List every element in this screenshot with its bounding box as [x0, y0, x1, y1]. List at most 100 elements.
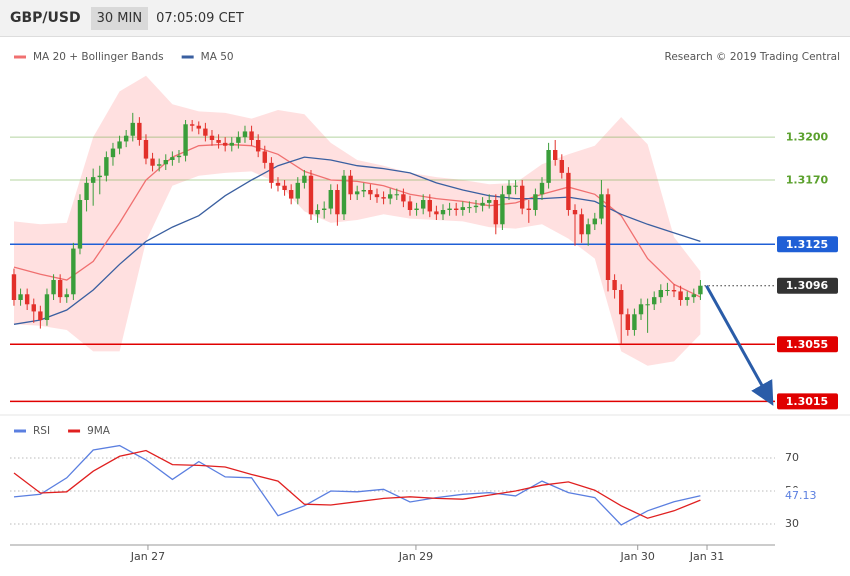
candle-body — [506, 185, 512, 195]
ma-line — [13, 156, 701, 325]
candle-body — [57, 280, 63, 298]
candle-body — [440, 210, 446, 215]
candle-body — [150, 158, 155, 166]
level-box — [777, 393, 838, 410]
candle-body — [401, 194, 406, 202]
candle-body — [183, 124, 188, 156]
candle-body — [209, 135, 215, 140]
candle-body — [229, 142, 234, 146]
candle-body — [486, 200, 492, 203]
candle-body — [236, 137, 241, 143]
candle-body — [414, 208, 419, 210]
candle-body — [500, 194, 505, 225]
candle-body — [308, 175, 314, 215]
candle-body — [447, 208, 452, 210]
x-tick-label: Jan 30 — [619, 550, 654, 563]
candle-body — [282, 185, 287, 190]
candle-body — [671, 290, 677, 292]
candle-body — [222, 142, 228, 146]
candle-body — [427, 200, 432, 212]
x-tick-label: Jan 31 — [689, 550, 724, 563]
candle-body — [533, 194, 538, 210]
candle-body — [24, 294, 30, 305]
candle-body — [467, 207, 472, 209]
legend-label: 9MA — [87, 425, 111, 437]
candle-body — [678, 291, 683, 300]
indicator-line — [13, 444, 701, 526]
timeframe[interactable]: 30 MIN — [90, 6, 149, 30]
bollinger-band — [14, 75, 701, 366]
candle-body — [295, 182, 300, 199]
candle-body — [130, 122, 135, 136]
candle-body — [579, 214, 584, 235]
candle-body — [18, 294, 23, 300]
candle-body — [38, 311, 43, 320]
candle-body — [90, 177, 96, 183]
indicator-line — [13, 449, 701, 519]
y-tick-label: 70 — [785, 451, 799, 464]
candle-body — [394, 194, 399, 196]
candle-body — [619, 290, 624, 315]
candle-body — [203, 128, 208, 136]
candle-body — [249, 131, 254, 140]
x-tick-label: Jan 29 — [398, 550, 433, 563]
candle-body — [341, 175, 347, 215]
candle-body — [64, 294, 69, 298]
candle-body — [665, 290, 670, 291]
candle-body — [84, 182, 89, 200]
legend-label: MA 20 + Bollinger Bands — [33, 51, 164, 63]
candle-body — [546, 150, 551, 183]
candle-body — [691, 294, 697, 298]
level-box — [777, 277, 838, 294]
level-box — [777, 172, 838, 188]
y-tick-label: 30 — [785, 517, 799, 530]
candle-body — [163, 160, 168, 165]
candle-body — [189, 124, 195, 126]
candle-body — [51, 280, 56, 295]
candle-body — [566, 172, 571, 210]
candle-body — [553, 150, 558, 160]
candle-body — [381, 197, 386, 199]
legend-label: RSI — [33, 425, 50, 437]
candle-body — [315, 210, 320, 215]
level-box — [777, 236, 838, 253]
candle-body — [434, 211, 439, 215]
candle-body — [460, 207, 465, 210]
credit: Research © 2019 Trading Central — [665, 51, 841, 63]
candle-body — [354, 191, 360, 195]
candle-body — [539, 182, 545, 195]
candle-body — [645, 304, 650, 306]
candle-body — [170, 157, 175, 160]
candle-body — [176, 155, 182, 158]
level-box — [777, 336, 838, 353]
candle-body — [453, 208, 459, 210]
level-label: 1.3015 — [786, 395, 828, 408]
candle-body — [44, 294, 50, 320]
candle-body — [374, 194, 380, 198]
candle-body — [361, 190, 366, 192]
candle-body — [143, 140, 149, 159]
candle-body — [137, 122, 142, 140]
candle-body — [698, 285, 703, 295]
candle-body — [473, 205, 479, 208]
candle-body — [275, 182, 281, 186]
candle-body — [572, 210, 578, 215]
candle-body — [520, 185, 525, 209]
candle-body — [255, 140, 261, 152]
candle-body — [638, 304, 644, 315]
candle-body — [216, 140, 221, 143]
candle-body — [242, 131, 248, 138]
x-tick-label: Jan 27 — [130, 550, 165, 563]
candle-body — [321, 208, 327, 210]
candle-body — [117, 141, 122, 149]
candle-body — [288, 190, 294, 199]
candle-body — [110, 148, 116, 158]
level-box — [777, 129, 838, 146]
candle-body — [493, 200, 498, 225]
candle-body — [612, 280, 617, 290]
candle-body — [407, 201, 413, 210]
candle-body — [685, 297, 690, 300]
candle-body — [387, 194, 393, 199]
candle-body — [262, 151, 267, 163]
